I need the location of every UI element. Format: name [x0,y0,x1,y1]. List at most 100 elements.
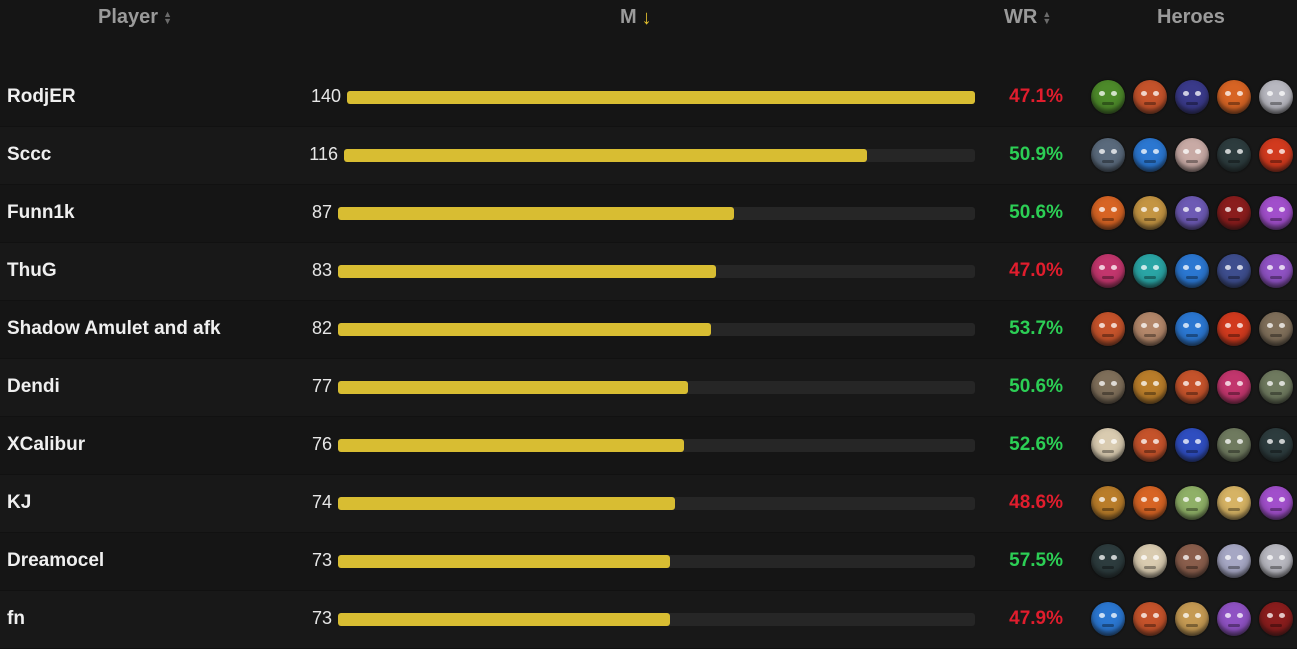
blue-orb-hero-icon[interactable] [1175,428,1209,462]
matches-count: 116 [309,144,338,164]
winrate-value: 47.0% [1009,260,1063,281]
winrate-column-header[interactable]: WR ▲ ▼ [1004,6,1051,29]
winrate-value: 47.9% [1009,608,1063,629]
player-name[interactable]: RodjER [7,86,76,107]
dark-horned-hero-icon[interactable] [1091,544,1125,578]
blue-dragon-hero-icon[interactable] [1091,602,1125,636]
winrate-value: 47.1% [1009,86,1063,107]
red-gold-hero-icon[interactable] [1217,312,1251,346]
green-rock-hero-icon[interactable] [1259,370,1293,404]
white-beard-hero-icon[interactable] [1259,544,1293,578]
matches-bar-fill [338,207,734,220]
masked-hero-icon[interactable] [1091,254,1125,288]
white-robe-hero-icon[interactable] [1091,428,1125,462]
violet-horned-hero-icon[interactable] [1259,196,1293,230]
player-name[interactable]: Sccc [7,144,52,165]
brown-brute-hero-icon[interactable] [1175,544,1209,578]
player-name[interactable]: Funn1k [7,202,75,223]
player-name[interactable]: KJ [7,492,32,513]
matches-count: 87 [311,202,332,222]
matches-count: 140 [310,86,341,106]
red-hair-hero-icon[interactable] [1133,428,1167,462]
teal-spirit-hero-icon[interactable] [1133,254,1167,288]
brown-brute-hero-icon[interactable] [1259,312,1293,346]
red-demon-hero-icon[interactable] [1259,602,1293,636]
table-row[interactable]: KJ 74 48.6% [0,475,1297,533]
red-gold-hero-icon[interactable] [1259,138,1293,172]
blue-dragon-hero-icon[interactable] [1133,138,1167,172]
brown-brute-hero-icon[interactable] [1091,370,1125,404]
purple-hood-hero-icon[interactable] [1175,80,1209,114]
matches-bar-fill [338,323,712,336]
hero-list [1091,544,1293,578]
matches-count: 73 [311,550,332,570]
dark-horned-hero-icon[interactable] [1217,138,1251,172]
table-row[interactable]: RodjER 140 47.1% [0,69,1297,127]
heroes-header-label: Heroes [1157,6,1225,28]
violet-mage-hero-icon[interactable] [1217,602,1251,636]
green-hero-icon[interactable] [1091,80,1125,114]
matches-column-header[interactable]: M ↓ [620,6,652,29]
player-name[interactable]: Dendi [7,376,60,397]
white-robe-hero-icon[interactable] [1133,544,1167,578]
matches-bar-fill [347,91,975,104]
white-hair-hero-icon[interactable] [1175,138,1209,172]
golden-beetle-hero-icon[interactable] [1133,370,1167,404]
matches-bar-track [338,381,975,394]
table-row[interactable]: ThuG 83 47.0% [0,243,1297,301]
flame-hero-icon[interactable] [1133,486,1167,520]
green-rock-hero-icon[interactable] [1217,428,1251,462]
matches-bar-track [338,323,975,336]
dark-horned-hero-icon[interactable] [1259,428,1293,462]
winrate-value: 57.5% [1009,550,1063,571]
red-hair-hero-icon[interactable] [1175,370,1209,404]
dark-hood-hero-icon[interactable] [1217,254,1251,288]
winrate-value: 50.6% [1009,376,1063,397]
table-row[interactable]: Dreamocel 73 57.5% [0,533,1297,591]
golden-horn-hero-icon[interactable] [1133,196,1167,230]
masked-hero-icon[interactable] [1217,370,1251,404]
matches-bar-fill [338,265,716,278]
golden-hair-hero-icon[interactable] [1175,602,1209,636]
matches-bar-track [338,439,975,452]
red-hair-hero-icon[interactable] [1091,312,1125,346]
table-row[interactable]: fn 73 47.9% [0,591,1297,649]
matches-bar-track [338,497,975,510]
golden-beetle-hero-icon[interactable] [1091,486,1125,520]
hero-list [1091,80,1293,114]
green-elf-hero-icon[interactable] [1175,486,1209,520]
violet-mage-hero-icon[interactable] [1259,254,1293,288]
red-hair-hero-icon[interactable] [1133,80,1167,114]
table-row[interactable]: Shadow Amulet and afk 82 53.7% [0,301,1297,359]
red-hair-hero-icon[interactable] [1133,602,1167,636]
table-row[interactable]: Sccc 116 50.9% [0,127,1297,185]
golden-hair-hero-icon[interactable] [1217,486,1251,520]
flame-hero-icon[interactable] [1217,80,1251,114]
matches-count: 73 [311,608,332,628]
horned-hero-icon[interactable] [1091,138,1125,172]
player-name[interactable]: fn [7,608,25,629]
blue-dragon-hero-icon[interactable] [1175,254,1209,288]
matches-header-label: M [620,6,637,28]
matches-count: 74 [311,492,332,512]
bald-hero-icon[interactable] [1133,312,1167,346]
player-name[interactable]: Dreamocel [7,550,105,571]
silver-helm-hero-icon[interactable] [1217,544,1251,578]
flame-hero-icon[interactable] [1091,196,1125,230]
player-name[interactable]: Shadow Amulet and afk [7,318,221,339]
player-column-header[interactable]: Player ▲ ▼ [98,6,172,29]
hero-list [1091,602,1293,636]
violet-horned-hero-icon[interactable] [1259,486,1293,520]
hero-list [1091,312,1293,346]
player-name[interactable]: ThuG [7,260,57,281]
red-demon-hero-icon[interactable] [1217,196,1251,230]
table-row[interactable]: XCalibur 76 52.6% [0,417,1297,475]
purple-demon-hero-icon[interactable] [1175,196,1209,230]
blue-dragon-hero-icon[interactable] [1175,312,1209,346]
table-row[interactable]: Dendi 77 50.6% [0,359,1297,417]
white-beard-hero-icon[interactable] [1259,80,1293,114]
hero-list [1091,486,1293,520]
table-row[interactable]: Funn1k 87 50.6% [0,185,1297,243]
player-name[interactable]: XCalibur [7,434,86,455]
